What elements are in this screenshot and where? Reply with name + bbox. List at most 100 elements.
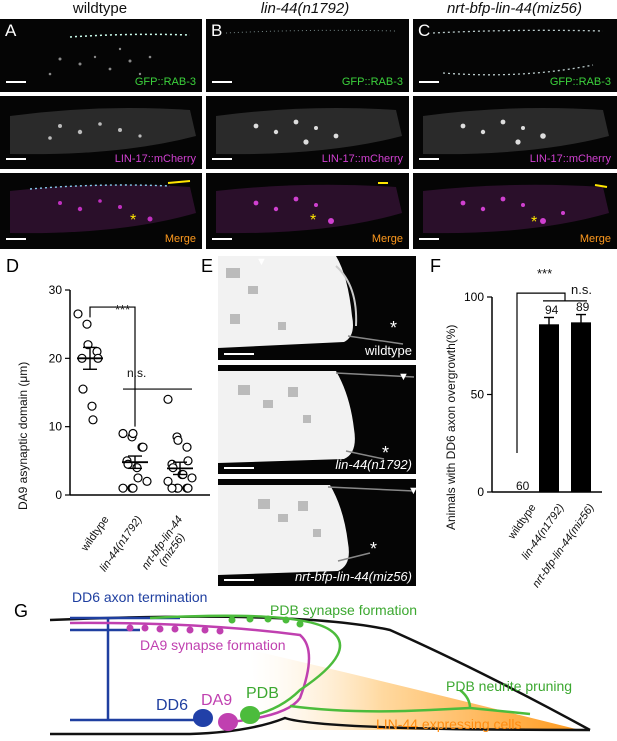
- label-gfp-a: GFP::RAB-3: [134, 76, 196, 88]
- chart-f-count-1: 60: [516, 479, 530, 493]
- y-tick-label: 10: [49, 420, 63, 434]
- panel-b-mcherry-image: [216, 108, 402, 155]
- schematic-label-lin44: LIN-44 expressing cells: [376, 716, 522, 732]
- scale-bar: [6, 158, 26, 160]
- data-point: [78, 384, 88, 394]
- bar: [539, 324, 559, 492]
- panel-letter-d: D: [6, 256, 19, 276]
- chart-d-stats: [77, 306, 193, 476]
- data-point: [133, 473, 143, 483]
- data-point: [83, 340, 93, 350]
- chart-d: 0 10 20 30: [49, 283, 210, 500]
- scale-bar: [419, 158, 439, 160]
- column-title-wildtype: wildtype: [72, 0, 128, 17]
- label-merge-c: Merge: [579, 233, 611, 245]
- schematic-label-pdb: PDB: [246, 685, 279, 702]
- pdb-synapses: [228, 615, 304, 628]
- pdb-axon: [149, 614, 342, 718]
- data-point: [128, 428, 138, 439]
- data-point: [88, 415, 98, 425]
- asterisk-marker: *: [370, 539, 378, 559]
- scale-bar: [419, 238, 439, 240]
- chart-f-sig1: ***: [537, 266, 553, 281]
- schematic-label-dd6: DD6: [156, 697, 189, 714]
- sig-bracket: [89, 306, 136, 427]
- data-point: [128, 483, 138, 493]
- sig-bracket: [516, 292, 566, 453]
- panel-b-merge-image: *: [216, 182, 402, 234]
- label-gfp-c: GFP::RAB-3: [549, 76, 611, 88]
- panel-c-mcherry: LIN-17::mCherry: [413, 96, 617, 169]
- label-gfp-b: GFP::RAB-3: [341, 76, 403, 88]
- chart-d-sig1: ***: [115, 302, 131, 317]
- data-point: [187, 473, 197, 483]
- data-point: [167, 483, 177, 493]
- scale-bar: [419, 81, 439, 83]
- panel-letter-g: G: [14, 601, 29, 621]
- data-point: [142, 476, 152, 486]
- data-point: [163, 476, 173, 486]
- panel-e-nrt: ▼ * nrt-bfp-lin-44(miz56): [218, 479, 416, 586]
- data-point: [118, 483, 128, 493]
- column-title-lin44: lin-44(n1792): [260, 0, 350, 17]
- panel-letter-f: F: [430, 256, 441, 276]
- panel-a-gfp: A GFP::RAB-3: [0, 19, 202, 92]
- data-point: [87, 401, 97, 411]
- asterisk-marker: *: [390, 318, 398, 338]
- chart-f-bars: [516, 292, 591, 492]
- schematic-label-dd6-term: DD6 axon termination: [72, 589, 208, 605]
- scale-bar: [6, 238, 26, 240]
- label-mcherry-b: LIN-17::mCherry: [321, 153, 403, 165]
- label-merge-b: Merge: [371, 233, 403, 245]
- body-outline-bottom: [50, 716, 591, 736]
- panel-letter-a: A: [5, 21, 17, 40]
- panel-b-gfp: B GFP::RAB-3: [206, 19, 409, 92]
- bar: [571, 322, 591, 492]
- y-tick-label: 20: [49, 351, 63, 365]
- data-point: [82, 319, 92, 329]
- panel-a-mcherry-image: [10, 108, 196, 155]
- da9-axon: [69, 621, 311, 724]
- scale-bar: [6, 81, 26, 83]
- chart-f-sig2: n.s.: [571, 282, 592, 297]
- panel-e-nrt-image: [218, 485, 415, 581]
- data-point: [183, 456, 193, 466]
- pdb-neurite: [289, 689, 531, 716]
- arrowhead-icon: ▼: [398, 371, 409, 383]
- data-point: [183, 483, 193, 493]
- data-point: [118, 428, 128, 439]
- schematic-label-da9-syn: DA9 synapse formation: [140, 637, 286, 653]
- svg-text:*: *: [130, 212, 136, 229]
- asterisk-marker: *: [382, 443, 390, 463]
- chart-f-count-2: 94: [545, 303, 559, 317]
- y-tick-label: 50: [471, 388, 485, 402]
- chart-d-xlabel-1: wildtype: [79, 514, 112, 554]
- panel-e-label-1: wildtype: [365, 343, 412, 358]
- panel-b-gfp-image: [225, 29, 397, 34]
- label-mcherry-a: LIN-17::mCherry: [114, 153, 196, 165]
- label-merge-a: Merge: [164, 233, 196, 245]
- arrowhead-icon: ▼: [256, 256, 267, 268]
- da9-cell-body: [218, 713, 238, 731]
- y-tick-label: 100: [464, 290, 484, 304]
- pdb-cell-body: [240, 706, 260, 724]
- panel-c-merge: * Merge: [413, 173, 617, 249]
- panel-c-merge-image: *: [423, 184, 609, 234]
- chart-f-ylabel: Animals with DD6 axon overgrowth(%): [444, 324, 458, 530]
- chart-d-ylabel: DA9 asynaptic domain (μm): [16, 361, 30, 510]
- panel-b-mcherry: LIN-17::mCherry: [206, 96, 409, 169]
- panel-letter-b: B: [211, 21, 223, 40]
- y-tick-label: 30: [49, 283, 63, 297]
- schematic-label-pdb-syn: PDB synapse formation: [270, 602, 418, 618]
- scale-bar: [212, 238, 232, 240]
- dd6-cell-body: [193, 709, 213, 727]
- y-tick-label: 0: [477, 485, 484, 499]
- panel-c-mcherry-image: [423, 108, 609, 155]
- panel-c-gfp: C GFP::RAB-3: [413, 19, 617, 92]
- panel-b-merge: * Merge: [206, 173, 409, 249]
- schematic-label-da9: DA9: [201, 692, 233, 709]
- chart-d-xlabel-3: nrt-bfp-lin-44 (miz56): [139, 514, 188, 572]
- svg-text:*: *: [531, 214, 537, 231]
- y-tick-label: 0: [55, 488, 62, 500]
- panel-a-merge: * Merge: [0, 173, 202, 249]
